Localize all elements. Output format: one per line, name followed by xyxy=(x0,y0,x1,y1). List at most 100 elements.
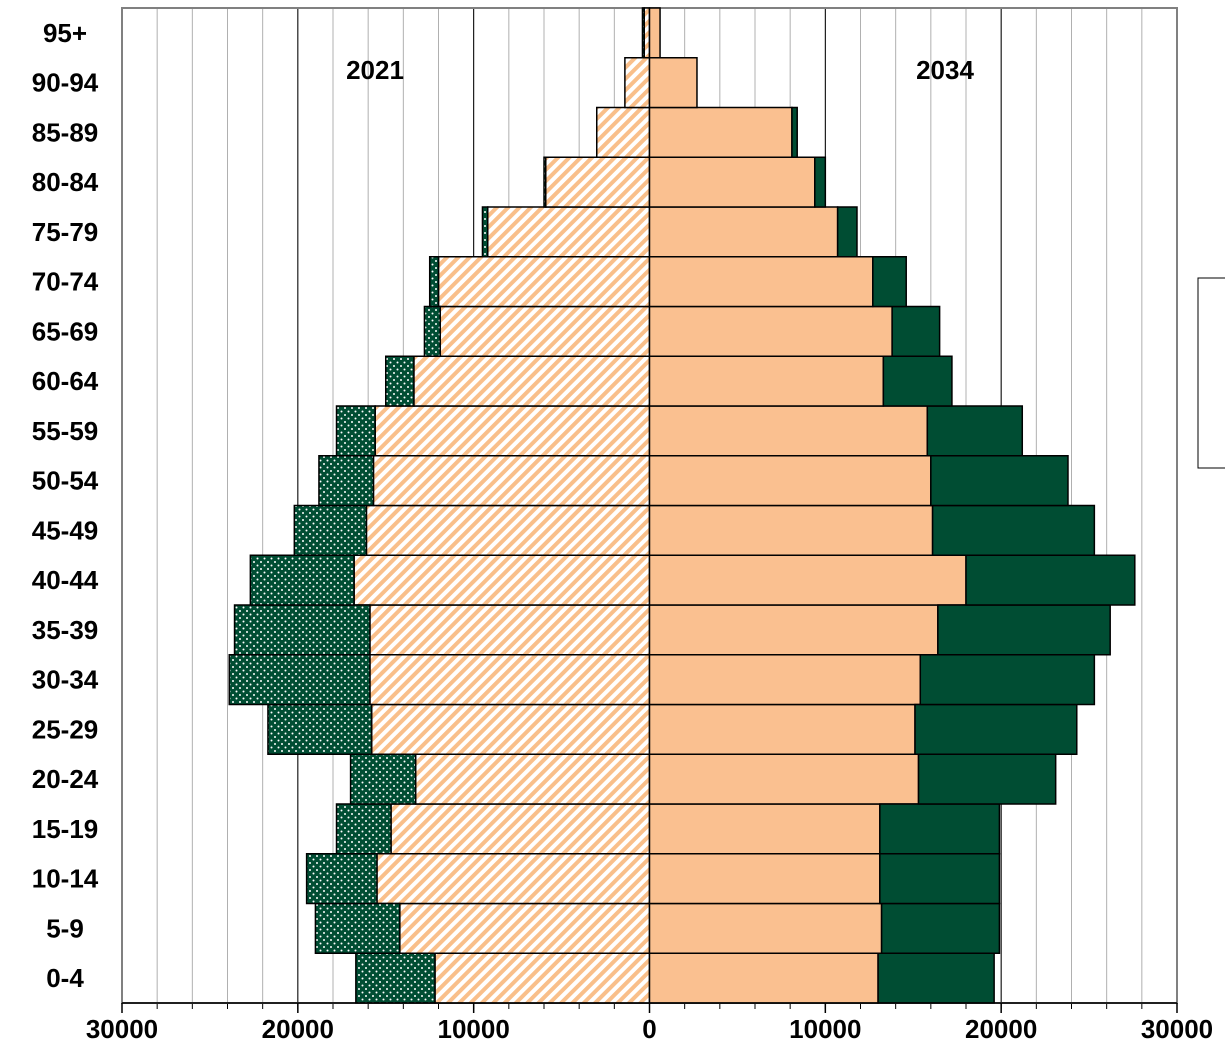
bar xyxy=(369,604,651,656)
bar xyxy=(648,554,967,606)
bar xyxy=(930,455,1069,507)
x-tick-label: 20000 xyxy=(262,1014,334,1044)
y-tick-label: 10-14 xyxy=(32,864,99,894)
bar xyxy=(365,504,651,556)
y-tick-label: 55-59 xyxy=(32,416,99,446)
y-tick-label: 0-4 xyxy=(46,963,84,993)
bar xyxy=(390,803,651,855)
bar xyxy=(624,57,651,109)
bar xyxy=(926,405,1024,457)
bar xyxy=(439,305,651,357)
bar xyxy=(891,305,941,357)
y-tick-label: 25-29 xyxy=(32,714,99,744)
bar xyxy=(648,455,932,507)
bar xyxy=(791,106,798,158)
bar xyxy=(648,355,885,407)
bar xyxy=(648,405,929,457)
bar xyxy=(545,156,651,208)
bar xyxy=(937,604,1111,656)
bar xyxy=(648,57,698,109)
bar xyxy=(486,206,651,258)
bar xyxy=(233,604,371,656)
bar xyxy=(919,654,1096,706)
bar xyxy=(648,902,883,954)
bar xyxy=(399,902,651,954)
bar xyxy=(641,7,645,59)
bar xyxy=(643,7,651,59)
bar xyxy=(428,256,440,308)
bar xyxy=(314,902,401,954)
bar xyxy=(267,703,373,755)
bar xyxy=(931,504,1096,556)
bar xyxy=(437,256,651,308)
bar xyxy=(376,853,651,905)
bar xyxy=(836,206,858,258)
x-tick-label: 10000 xyxy=(789,1014,861,1044)
y-tick-label: 85-89 xyxy=(32,117,99,147)
bar xyxy=(648,7,661,59)
bar xyxy=(369,654,651,706)
bar xyxy=(434,952,651,1004)
y-tick-label: 15-19 xyxy=(32,814,99,844)
y-tick-label: 95+ xyxy=(43,18,87,48)
bar xyxy=(414,753,651,805)
bar xyxy=(543,156,547,208)
bar xyxy=(335,405,376,457)
bar xyxy=(423,305,442,357)
bar xyxy=(318,455,375,507)
bar xyxy=(385,355,415,407)
bar xyxy=(355,952,436,1004)
bar xyxy=(648,604,939,656)
bar xyxy=(879,853,1001,905)
bar xyxy=(648,256,874,308)
bar xyxy=(648,156,816,208)
bar xyxy=(648,654,922,706)
x-tick-label: 10000 xyxy=(438,1014,510,1044)
bar xyxy=(413,355,651,407)
bar xyxy=(914,703,1078,755)
bar xyxy=(917,753,1057,805)
y-tick-label: 20-24 xyxy=(32,764,99,794)
bar xyxy=(335,803,392,855)
bar xyxy=(814,156,827,208)
y-tick-label: 5-9 xyxy=(46,913,84,943)
bar xyxy=(481,206,489,258)
bar xyxy=(965,554,1136,606)
y-tick-label: 80-84 xyxy=(32,167,99,197)
x-tick-label: 30000 xyxy=(1141,1014,1213,1044)
bar xyxy=(648,853,881,905)
y-tick-label: 75-79 xyxy=(32,217,99,247)
bar xyxy=(877,952,995,1004)
bar xyxy=(648,753,920,805)
bar xyxy=(879,803,1001,855)
bar xyxy=(372,455,651,507)
y-tick-label: 90-94 xyxy=(32,68,99,98)
x-tick-label: 30000 xyxy=(86,1014,158,1044)
bar xyxy=(882,355,953,407)
bar xyxy=(349,753,417,805)
y-tick-label: 35-39 xyxy=(32,615,99,645)
panel-label: 2034 xyxy=(916,55,974,85)
bar xyxy=(370,703,651,755)
bar xyxy=(249,554,355,606)
bar xyxy=(648,106,793,158)
y-tick-label: 30-34 xyxy=(32,665,99,695)
bar xyxy=(596,106,651,158)
x-tick-label: 0 xyxy=(642,1014,656,1044)
bar xyxy=(374,405,651,457)
legend-box xyxy=(1197,277,1225,469)
bar xyxy=(305,853,378,905)
panel-label: 2021 xyxy=(346,55,404,85)
bar xyxy=(880,902,1001,954)
y-tick-label: 45-49 xyxy=(32,515,99,545)
x-tick-label: 20000 xyxy=(965,1014,1037,1044)
y-tick-label: 40-44 xyxy=(32,565,99,595)
y-tick-label: 70-74 xyxy=(32,267,99,297)
bar xyxy=(648,952,879,1004)
bar xyxy=(648,305,893,357)
bar xyxy=(648,504,934,556)
bar xyxy=(228,654,371,706)
bar xyxy=(648,206,839,258)
bar xyxy=(872,256,907,308)
